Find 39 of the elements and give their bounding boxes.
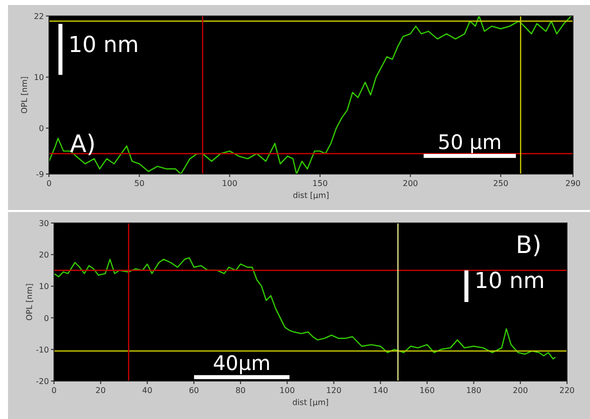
annotation: A) [70,130,96,158]
x-tick-label: 150 [312,179,328,188]
x-tick-label: 160 [419,386,435,395]
x-tick-label: 0 [51,386,57,395]
annotation: 50 µm [438,130,502,154]
x-tick-label: 140 [372,386,388,395]
x-tick-label: 220 [559,386,575,395]
y-tick-label: 10 [34,73,44,82]
x-tick-label: 80 [235,386,246,395]
x-axis-title: dist [µm] [292,191,330,200]
x-tick-label: 60 [188,386,200,395]
y-tick-label: -10 [36,345,49,354]
y-tick-label: 22 [34,12,44,21]
x-tick-label: 250 [493,179,508,188]
y-tick-label: -20 [36,377,49,386]
x-axis-title: dist [µm] [292,398,329,407]
y-tick-label: 0 [38,124,44,134]
x-tick-label: 50 [134,179,144,188]
x-tick-label: 180 [466,386,482,395]
annotation: B) [516,230,542,259]
x-tick-label: 20 [96,386,106,395]
x-tick-label: 100 [280,386,295,395]
annotation: 10 nm [474,268,545,294]
y-axis-title: OPL [nm] [25,283,34,321]
y-tick-label: 20 [38,250,49,260]
y-tick-label: 0 [44,314,49,323]
line-series [48,15,572,175]
x-tick-label: 200 [402,179,418,188]
x-tick-label: 200 [512,386,528,395]
y-axis-title: OPL [nm] [20,76,29,114]
annotation: 40µm [212,351,271,376]
x-tick-label: 290 [565,179,581,188]
x-tick-label: 40 [142,386,152,395]
y-tick-label: 10 [38,282,49,292]
x-tick-label: 100 [222,179,238,188]
y-tick-label: -9 [36,170,44,179]
y-tick-label: 30 [38,219,49,228]
annotation: 10 nm [68,32,139,58]
x-tick-label: 120 [326,386,342,395]
